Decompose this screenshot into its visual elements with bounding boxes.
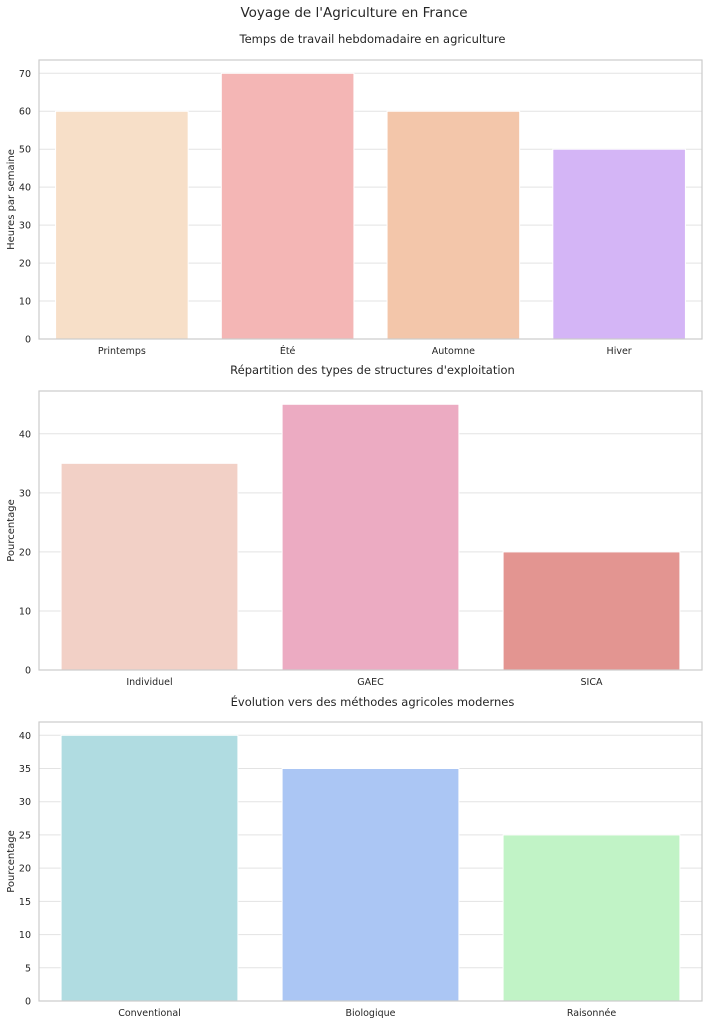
x-tick-label: SICA xyxy=(581,677,603,688)
y-tick-label: 0 xyxy=(25,335,31,346)
y-axis-label: Pourcentage xyxy=(6,499,17,562)
y-axis-label: Pourcentage xyxy=(6,830,17,893)
y-tick-label: 20 xyxy=(19,864,31,875)
x-tick-label: Été xyxy=(280,345,296,357)
y-tick-label: 5 xyxy=(25,963,31,974)
chart-3: Conventional Biologique Raisonnée 0 5 10 15 20 2… xyxy=(6,694,703,1019)
y-axis-label: Heures par semaine xyxy=(6,149,17,250)
y-tick-label: 0 xyxy=(25,666,31,677)
y-tick-label: 0 xyxy=(25,997,31,1008)
y-tick-label: 10 xyxy=(19,606,31,617)
x-tick-label: Printemps xyxy=(98,346,146,357)
x-tick-label: Conventional xyxy=(118,1008,181,1019)
bar-printemps xyxy=(55,110,189,340)
y-tick-label: 30 xyxy=(19,221,31,232)
chart-title: Temps de travail hebdomadaire en agricul… xyxy=(239,32,506,46)
y-tick-label: 25 xyxy=(19,830,31,841)
bar-hiver xyxy=(552,148,686,340)
y-tick-label: 30 xyxy=(19,488,31,499)
chart-title: Répartition des types de structures d'ex… xyxy=(230,363,515,377)
bar-conventional xyxy=(60,734,239,1002)
y-tick-label: 30 xyxy=(19,797,31,808)
plot-frame xyxy=(38,390,703,671)
bar-individuel xyxy=(60,462,239,671)
y-tick-label: 40 xyxy=(19,183,31,194)
y-tick-label: 20 xyxy=(19,259,31,270)
y-tick-label: 60 xyxy=(19,107,31,118)
figure-suptitle: Voyage de l'Agriculture en France xyxy=(240,5,467,21)
y-tick-label: 50 xyxy=(19,145,31,156)
x-tick-label: Automne xyxy=(432,346,475,357)
y-tick-label: 40 xyxy=(19,429,31,440)
y-tick-label: 40 xyxy=(19,731,31,742)
y-tick-label: 35 xyxy=(19,764,31,775)
y-tick-label: 10 xyxy=(19,930,31,941)
plot-frame xyxy=(38,59,703,340)
chart-1: Printemps Été Automne Hiver 0 10 20 30 40 50 60 70 T… xyxy=(6,32,703,357)
bar-gaec xyxy=(281,403,460,671)
y-tick-label: 20 xyxy=(19,547,31,558)
y-tick-label: 70 xyxy=(19,69,31,80)
bar-automne xyxy=(386,110,521,340)
bar-raisonnée xyxy=(502,834,681,1002)
bar-biologique xyxy=(281,768,460,1002)
plot-frame xyxy=(38,721,703,1002)
x-tick-label: Hiver xyxy=(607,346,632,357)
x-tick-label: Raisonnée xyxy=(567,1008,617,1019)
x-tick-label: Biologique xyxy=(346,1008,396,1019)
x-tick-label: Individuel xyxy=(126,677,172,688)
x-tick-label: GAEC xyxy=(357,677,384,688)
chart-2: Individuel GAEC SICA 0 10 20 30 40 Répartition d… xyxy=(6,363,703,688)
chart-title: Évolution vers des méthodes agricoles mo… xyxy=(231,694,515,709)
y-tick-label: 15 xyxy=(19,897,31,908)
y-tick-label: 10 xyxy=(19,297,31,308)
bar-été xyxy=(220,72,355,340)
bar-sica xyxy=(502,551,681,671)
